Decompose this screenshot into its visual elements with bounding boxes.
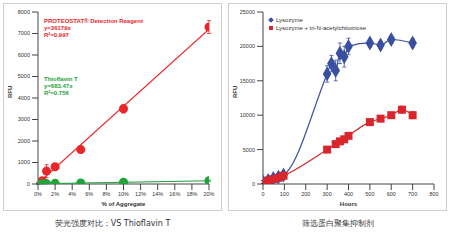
- html-text:y=683.47x: y=683.47x: [44, 83, 73, 89]
- html-text:荧光强度对比：VS Thioflavin T: 荧光强度对比：VS Thioflavin T: [54, 219, 171, 228]
- svg-text:12%: 12%: [135, 191, 146, 197]
- svg-text:4%: 4%: [68, 191, 76, 197]
- html-text:Lysozyme + tri-N-acetylchitotr: Lysozyme + tri-N-acetylchitotriose: [276, 25, 366, 31]
- svg-text:6000: 6000: [18, 52, 30, 58]
- svg-text:10000: 10000: [240, 112, 255, 118]
- svg-text:5000: 5000: [18, 73, 30, 79]
- svg-text:15000: 15000: [240, 78, 255, 84]
- svg-text:25000: 25000: [240, 9, 255, 15]
- svg-text:3000: 3000: [18, 116, 30, 122]
- svg-text:RFU: RFU: [8, 86, 13, 98]
- svg-text:500: 500: [365, 191, 374, 197]
- svg-text:100: 100: [280, 191, 289, 197]
- html-text:PROTEOSTAT® Detection Reagent: PROTEOSTAT® Detection Reagent: [44, 18, 143, 24]
- svg-text:800: 800: [429, 191, 438, 197]
- svg-text:400: 400: [344, 191, 353, 197]
- svg-text:16%: 16%: [169, 191, 180, 197]
- svg-text:300: 300: [323, 191, 332, 197]
- svg-text:2%: 2%: [51, 191, 59, 197]
- svg-text:200: 200: [301, 191, 310, 197]
- svg-text:8000: 8000: [18, 9, 30, 15]
- svg-text:4000: 4000: [18, 95, 30, 101]
- svg-text:5000: 5000: [243, 147, 255, 153]
- html-text:Thioflavin T: Thioflavin T: [44, 76, 78, 82]
- svg-text:0: 0: [27, 181, 30, 187]
- svg-text:14%: 14%: [152, 191, 163, 197]
- svg-text:0: 0: [261, 191, 264, 197]
- svg-text:Hours: Hours: [340, 201, 358, 207]
- svg-text:20%: 20%: [203, 191, 214, 197]
- svg-text:0%: 0%: [34, 191, 42, 197]
- svg-text:6%: 6%: [85, 191, 93, 197]
- svg-text:20000: 20000: [240, 43, 255, 49]
- svg-text:8%: 8%: [102, 191, 110, 197]
- svg-text:700: 700: [408, 191, 417, 197]
- svg-text:% of Aggregate: % of Aggregate: [102, 201, 146, 207]
- svg-text:0: 0: [252, 181, 255, 187]
- svg-text:7000: 7000: [18, 30, 30, 36]
- svg-text:2000: 2000: [18, 138, 30, 144]
- html-text:Lysozyme: Lysozyme: [276, 17, 303, 23]
- html-text:R²=0.997: R²=0.997: [44, 32, 69, 38]
- svg-text:18%: 18%: [186, 191, 197, 197]
- html-text:R²=0.756: R²=0.756: [44, 90, 69, 96]
- svg-text:600: 600: [387, 191, 396, 197]
- html-text:y=36179x: y=36179x: [44, 25, 71, 31]
- svg-text:1000: 1000: [18, 159, 30, 165]
- html-text:筛选蛋白聚集抑制剂: 筛选蛋白聚集抑制剂: [301, 219, 374, 228]
- svg-text:RFU: RFU: [232, 86, 238, 98]
- svg-text:10%: 10%: [118, 191, 129, 197]
